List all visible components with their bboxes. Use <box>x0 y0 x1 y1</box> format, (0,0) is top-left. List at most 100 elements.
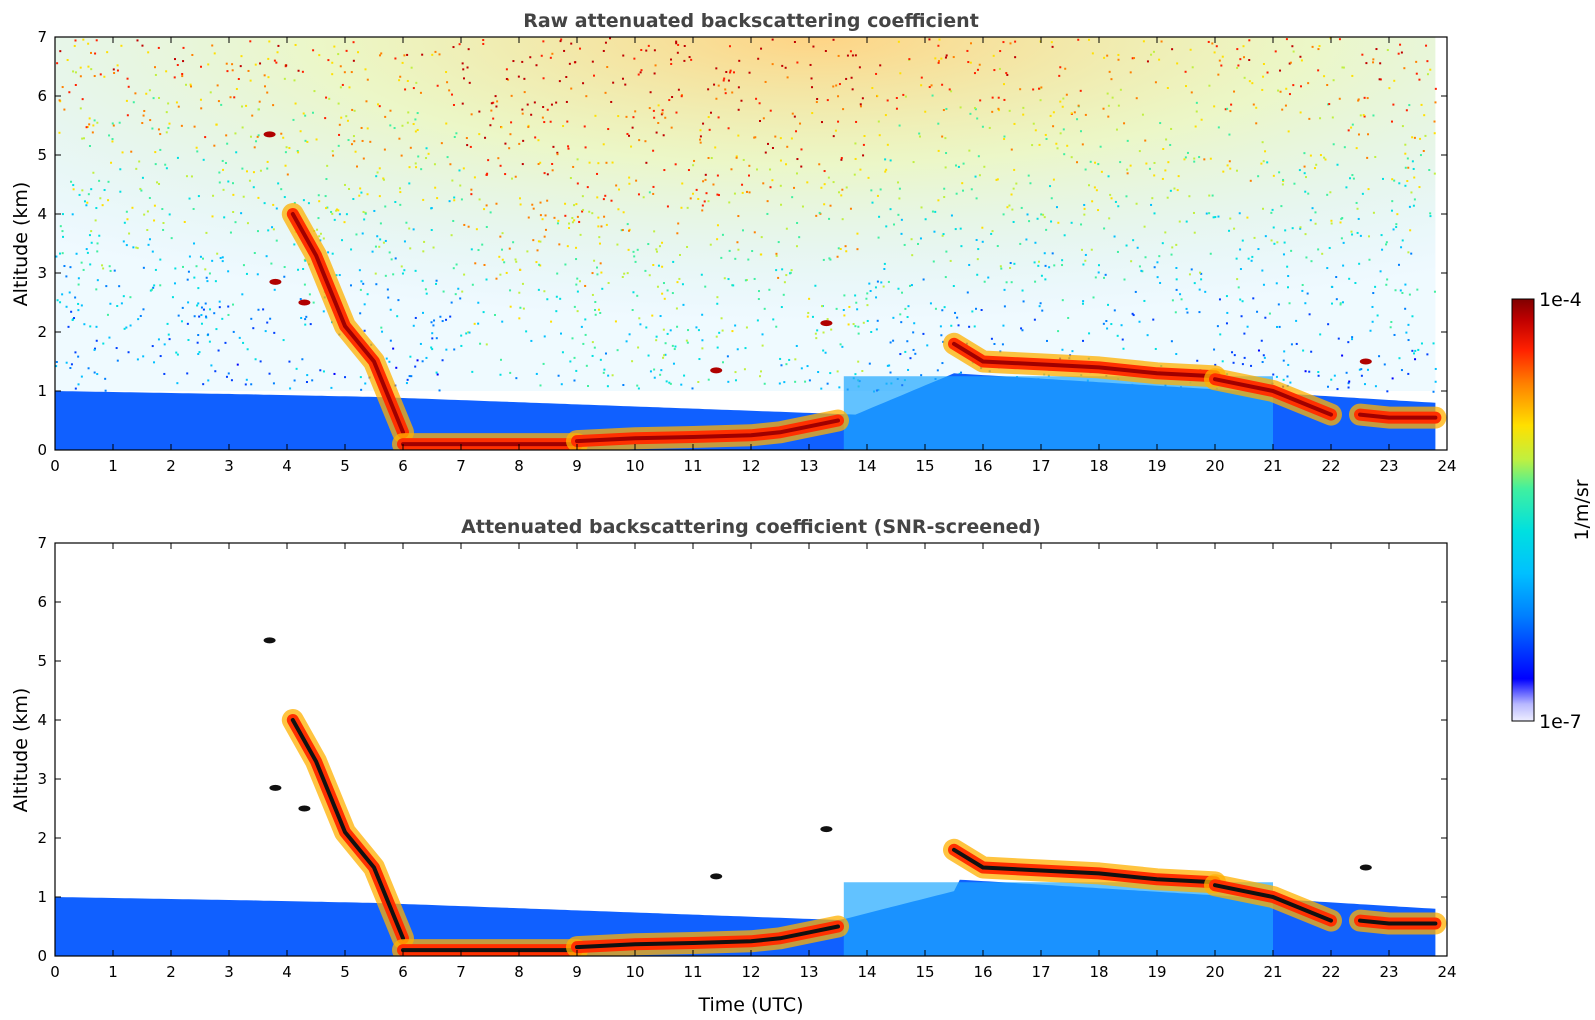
noise-speck <box>466 144 469 147</box>
noise-speck <box>1388 87 1391 90</box>
cloud-patch <box>263 637 276 644</box>
noise-speck <box>755 97 758 100</box>
noise-speck <box>680 94 683 97</box>
noise-speck <box>850 76 853 79</box>
noise-speck <box>525 330 528 333</box>
noise-speck <box>90 51 93 54</box>
noise-speck <box>740 99 743 102</box>
noise-speck <box>345 49 348 52</box>
noise-speck <box>889 159 892 162</box>
noise-speck <box>536 249 539 252</box>
noise-speck <box>150 288 153 291</box>
noise-speck <box>1326 385 1329 388</box>
noise-speck <box>906 316 909 319</box>
noise-speck <box>943 306 946 309</box>
noise-speck <box>653 49 656 52</box>
noise-speck <box>1356 231 1359 234</box>
noise-speck <box>460 344 463 347</box>
noise-speck <box>420 168 423 171</box>
noise-speck <box>268 40 271 43</box>
noise-speck <box>720 256 723 259</box>
noise-speck <box>1226 107 1229 110</box>
noise-speck <box>1311 45 1314 48</box>
noise-speck <box>448 200 451 203</box>
noise-speck <box>585 364 588 367</box>
noise-speck <box>753 277 756 280</box>
noise-speck <box>1162 147 1165 150</box>
noise-speck <box>584 333 587 336</box>
noise-speck <box>808 379 811 382</box>
noise-speck <box>1104 273 1107 276</box>
noise-speck <box>248 179 251 182</box>
noise-speck <box>910 238 913 241</box>
noise-speck <box>1390 320 1393 323</box>
noise-speck <box>763 382 766 385</box>
noise-speck <box>539 264 542 267</box>
noise-speck <box>714 146 717 149</box>
noise-speck <box>981 125 984 128</box>
noise-speck <box>1262 160 1265 163</box>
noise-speck <box>1043 216 1046 219</box>
noise-speck <box>1082 300 1085 303</box>
noise-speck <box>832 85 835 88</box>
noise-speck <box>1323 75 1326 78</box>
noise-speck <box>898 197 901 200</box>
noise-speck <box>508 147 511 150</box>
noise-speck <box>406 79 409 82</box>
noise-speck <box>790 137 793 140</box>
noise-speck <box>677 88 680 91</box>
noise-speck <box>1406 157 1409 160</box>
noise-speck <box>716 346 719 349</box>
noise-speck <box>785 227 788 230</box>
noise-speck <box>1248 80 1251 83</box>
noise-speck <box>898 124 901 127</box>
noise-speck <box>920 206 923 209</box>
noise-speck <box>530 339 533 342</box>
noise-speck <box>80 375 83 378</box>
noise-speck <box>785 274 788 277</box>
noise-speck <box>1434 367 1437 370</box>
noise-speck <box>814 284 817 287</box>
noise-speck <box>470 248 473 251</box>
noise-speck <box>1153 212 1156 215</box>
noise-speck <box>259 62 262 65</box>
noise-speck <box>115 347 118 350</box>
noise-speck <box>1171 299 1174 302</box>
noise-speck <box>216 252 219 255</box>
noise-speck <box>141 122 144 125</box>
noise-speck <box>467 48 470 51</box>
x-tick-label: 21 <box>1263 457 1282 475</box>
noise-speck <box>213 144 216 147</box>
noise-speck <box>1243 332 1246 335</box>
noise-speck <box>500 248 503 251</box>
noise-speck <box>811 86 814 89</box>
noise-speck <box>273 288 276 291</box>
noise-speck <box>435 279 438 282</box>
noise-speck <box>847 323 850 326</box>
x-tick-label: 7 <box>456 963 466 981</box>
noise-speck <box>837 247 840 250</box>
noise-speck <box>886 99 889 102</box>
cloud-core <box>575 418 840 444</box>
noise-speck <box>1406 180 1409 183</box>
noise-speck <box>1061 299 1064 302</box>
noise-speck <box>564 214 567 217</box>
noise-speck <box>495 277 498 280</box>
afternoon-aerosol <box>843 376 1273 450</box>
noise-speck <box>1173 187 1176 190</box>
noise-speck <box>625 115 628 118</box>
noise-speck <box>1164 169 1167 172</box>
noise-speck <box>441 359 444 362</box>
noise-speck <box>111 140 114 143</box>
noise-speck <box>1357 133 1360 136</box>
noise-speck <box>601 287 604 290</box>
noise-speck <box>1340 237 1343 240</box>
noise-speck <box>633 57 636 60</box>
noise-speck <box>1003 135 1006 138</box>
noise-speck <box>89 325 92 328</box>
x-tick-label: 13 <box>799 457 818 475</box>
noise-speck <box>1368 258 1371 261</box>
noise-speck <box>467 331 470 334</box>
noise-speck <box>83 323 86 326</box>
noise-speck <box>1033 318 1036 321</box>
